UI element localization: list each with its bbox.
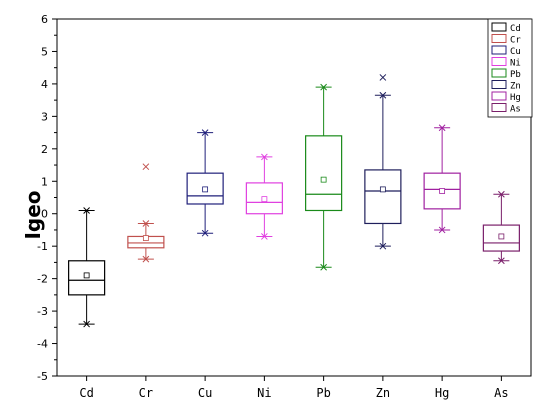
box-pb <box>305 83 343 271</box>
legend-swatch <box>491 57 507 66</box>
x-axis: Cd Cr Cu Ni Pb Zn Hg As <box>79 376 509 400</box>
legend-label: As <box>510 105 521 115</box>
mean-marker <box>498 233 505 240</box>
extreme-marker <box>261 233 268 240</box>
extreme-marker <box>261 153 268 161</box>
legend-label: Cd <box>510 24 521 34</box>
legend-frame <box>487 18 533 118</box>
iqr-box <box>68 260 106 296</box>
x-tick-label: Cd <box>79 386 93 400</box>
mean-marker <box>83 272 90 279</box>
box-zn <box>364 74 402 250</box>
extreme-marker <box>320 263 327 271</box>
extreme-marker <box>438 226 446 234</box>
mean-marker <box>439 188 446 194</box>
legend-swatch <box>491 34 507 43</box>
y-axis-label: Igeo <box>21 190 45 239</box>
box-cr <box>127 163 165 263</box>
mean-marker <box>379 186 386 193</box>
legend-swatch <box>491 22 507 32</box>
x-tick-label: Zn <box>376 386 390 400</box>
legend-swatch <box>491 68 507 78</box>
x-tick-label: Ni <box>257 386 271 400</box>
iqr-box <box>186 172 224 205</box>
y-tick-label: 6 <box>41 13 48 26</box>
y-tick-label: 2 <box>41 143 48 156</box>
legend-swatch <box>491 80 507 89</box>
extreme-marker <box>142 220 150 227</box>
y-tick-label: 1 <box>41 175 48 188</box>
y-tick-label: 3 <box>41 110 48 123</box>
outlier-marker <box>379 74 387 81</box>
extreme-marker <box>83 320 90 328</box>
legend-swatch <box>491 91 507 101</box>
legend-label: Ni <box>510 59 521 69</box>
y-tick-label: -4 <box>37 338 48 351</box>
extreme-marker <box>201 229 209 237</box>
y-tick-label: -1 <box>37 240 48 253</box>
y-tick-label: 0 <box>41 208 48 221</box>
x-tick-label: Pb <box>316 386 330 400</box>
extreme-marker <box>83 207 90 214</box>
extreme-marker <box>320 83 327 91</box>
box-series-group <box>68 74 520 328</box>
x-tick-label: Cu <box>198 386 212 400</box>
extreme-marker <box>201 129 209 136</box>
legend-label: Pb <box>510 70 521 80</box>
box-hg <box>423 124 461 234</box>
legend-label: Cu <box>510 47 521 57</box>
y-tick-label: 5 <box>41 45 48 58</box>
iqr-box <box>305 135 343 212</box>
mean-marker <box>261 196 268 203</box>
y-tick-label: -3 <box>37 305 48 318</box>
y-axis: -5 -4 -3 -2 -1 0 1 2 3 4 5 6 <box>37 13 57 383</box>
box-ni <box>245 153 283 240</box>
legend-swatch <box>491 45 507 55</box>
mean-marker <box>142 235 149 241</box>
extreme-marker <box>379 242 387 250</box>
y-tick-label: -5 <box>37 370 48 383</box>
iqr-box <box>482 224 520 252</box>
y-tick-label: 4 <box>41 78 48 91</box>
box-cd <box>68 207 106 328</box>
x-tick-label: Cr <box>139 386 153 400</box>
legend-label: Cr <box>510 36 521 46</box>
x-tick-label: Hg <box>435 386 449 400</box>
extreme-marker <box>498 190 505 198</box>
box-as <box>482 190 520 265</box>
mean-marker <box>320 176 327 183</box>
extreme-marker <box>142 255 150 263</box>
mean-marker <box>202 186 209 193</box>
iqr-box <box>245 182 283 215</box>
legend-label: Hg <box>510 93 521 103</box>
extreme-marker <box>498 257 505 265</box>
iqr-box <box>364 169 402 225</box>
outlier-marker <box>142 163 150 171</box>
x-tick-label: As <box>494 386 508 400</box>
iqr-box <box>423 172 461 210</box>
extreme-marker <box>379 91 387 99</box>
y-tick-label: -2 <box>37 273 48 286</box>
legend-label: Zn <box>510 82 521 92</box>
extreme-marker <box>438 124 446 132</box>
legend-swatch <box>491 103 507 112</box>
box-cu <box>186 129 224 237</box>
